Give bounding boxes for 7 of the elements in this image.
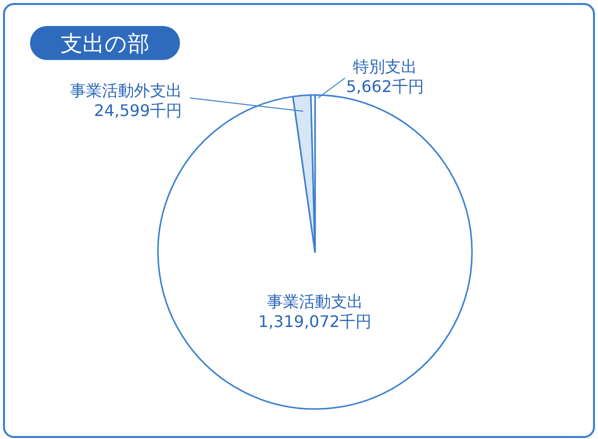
slice-label: 特別支出 [353, 57, 417, 76]
chart-title: 支出の部 [60, 32, 150, 57]
data-label: 1,319,072千円 [258, 312, 372, 331]
slice-label: 事業活動外支出 [70, 81, 182, 100]
data-label: 24,599千円 [94, 101, 182, 120]
slice-label: 事業活動支出 [267, 292, 363, 311]
data-label: 5,662千円 [346, 77, 424, 96]
